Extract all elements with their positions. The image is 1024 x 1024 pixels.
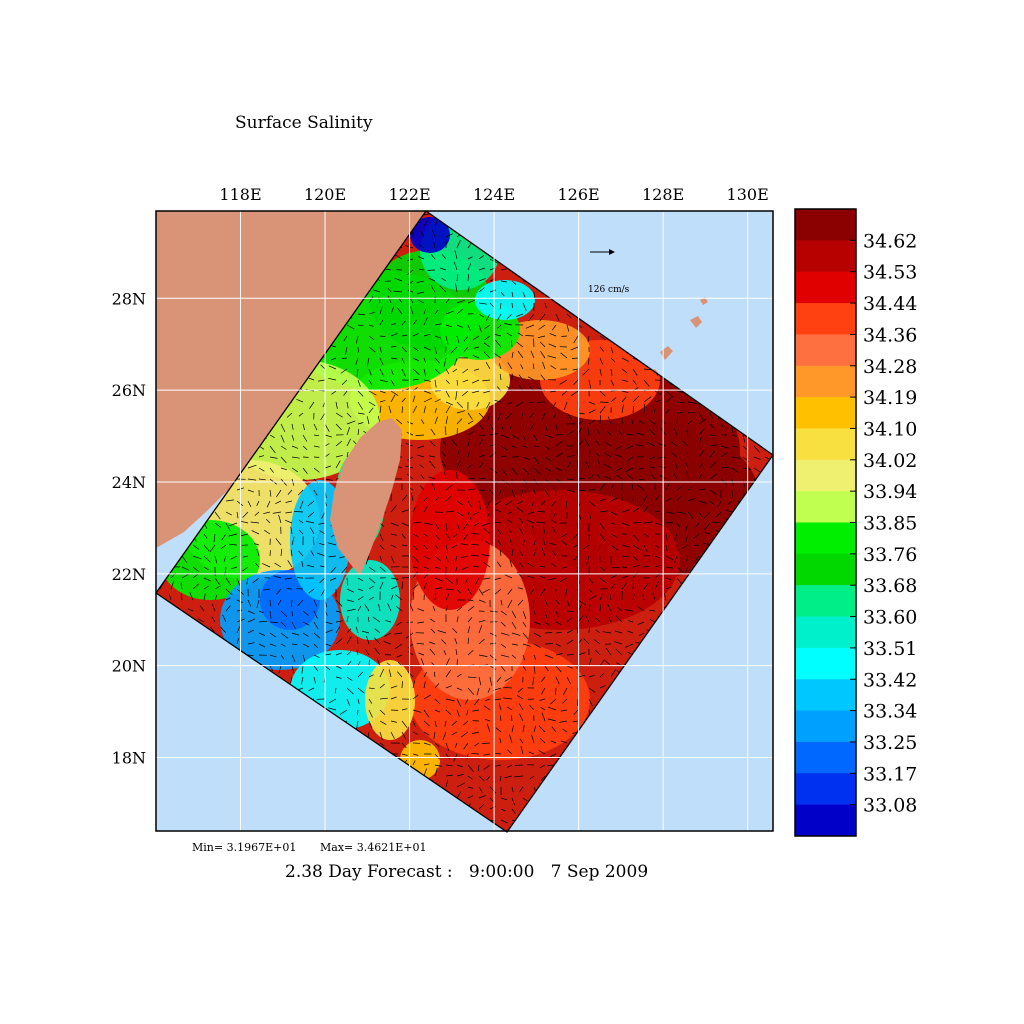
longitude-tick-label: 124E bbox=[473, 185, 515, 204]
taiwan-island bbox=[330, 418, 402, 576]
latitude-labels: 28N 26N 24N 22N 20N 18N bbox=[112, 289, 146, 767]
colorbar-swatch bbox=[795, 397, 856, 429]
latitude-tick-label: 22N bbox=[112, 565, 146, 584]
map-frame bbox=[155, 210, 774, 832]
colorbar-swatch bbox=[795, 428, 856, 461]
colorbar-label: 34.44 bbox=[863, 293, 917, 315]
forecast-date: 7 Sep 2009 bbox=[550, 862, 649, 882]
max-value: Max= 3.4621E+01 bbox=[320, 841, 427, 854]
colorbar-label: 33.17 bbox=[863, 763, 917, 785]
model-domain bbox=[156, 211, 773, 832]
colorbar-label: 34.62 bbox=[863, 230, 917, 252]
domain-boundary bbox=[155, 210, 774, 833]
colorbar: 34.62 34.53 34.44 34.36 34.28 34.19 34.10 34.02… bbox=[794, 208, 917, 837]
colorbar-label: 33.08 bbox=[863, 795, 917, 817]
colorbar-label: 33.60 bbox=[863, 607, 917, 629]
colorbar-swatch bbox=[795, 773, 856, 806]
latitude-tick-label: 24N bbox=[112, 473, 146, 492]
longitude-tick-label: 128E bbox=[642, 185, 684, 204]
map-title: Surface Salinity bbox=[235, 113, 373, 133]
longitude-tick-label: 118E bbox=[219, 185, 261, 204]
forecast-lead: 2.38 Day Forecast : bbox=[285, 862, 453, 882]
forecast-time: 9:00:00 bbox=[468, 862, 535, 882]
colorbar-swatch bbox=[795, 585, 856, 618]
reference-vector: 126 cm/s bbox=[588, 249, 630, 295]
latitude-tick-label: 18N bbox=[112, 749, 146, 768]
longitude-tick-label: 130E bbox=[727, 185, 769, 204]
colorbar-label: 33.34 bbox=[863, 701, 917, 723]
colorbar-label: 34.53 bbox=[863, 262, 917, 284]
colorbar-swatch bbox=[795, 616, 856, 649]
colorbar-swatch bbox=[795, 209, 856, 241]
colorbar-label: 34.10 bbox=[863, 418, 917, 440]
colorbar-label: 34.36 bbox=[863, 324, 917, 346]
colorbar-swatch bbox=[795, 522, 856, 555]
colorbar-swatch bbox=[795, 365, 856, 398]
grid-lines bbox=[156, 211, 773, 831]
latitude-tick-label: 20N bbox=[112, 657, 146, 676]
latitude-tick-label: 26N bbox=[112, 381, 146, 400]
colorbar-swatch bbox=[795, 679, 856, 712]
colorbar-swatch bbox=[795, 491, 856, 523]
colorbar-swatch bbox=[795, 647, 856, 680]
colorbar-label: 33.76 bbox=[863, 544, 917, 566]
longitude-tick-label: 120E bbox=[304, 185, 346, 204]
colorbar-swatch bbox=[795, 271, 856, 304]
colorbar-label: 33.42 bbox=[863, 669, 917, 691]
colorbar-swatch bbox=[795, 710, 856, 743]
colorbar-label: 33.51 bbox=[863, 638, 917, 660]
colorbar-swatch bbox=[795, 334, 856, 367]
colorbar-label: 33.68 bbox=[863, 575, 917, 597]
longitude-labels: 118E 120E 122E 124E 126E 128E 130E bbox=[219, 185, 768, 204]
colorbar-label: 34.28 bbox=[863, 356, 917, 378]
forecast-caption: 2.38 Day Forecast : 9:00:00 7 Sep 2009 bbox=[285, 862, 648, 882]
mainland-land bbox=[156, 211, 430, 548]
min-value: Min= 3.1967E+01 bbox=[192, 841, 297, 854]
colorbar-swatch bbox=[795, 459, 856, 492]
vector-scale-label: 126 cm/s bbox=[588, 285, 630, 295]
longitude-tick-label: 126E bbox=[557, 185, 599, 204]
colorbar-swatch bbox=[795, 240, 856, 273]
colorbar-label: 33.25 bbox=[863, 732, 917, 754]
colorbar-swatch bbox=[795, 804, 856, 837]
colorbar-label: 34.19 bbox=[863, 387, 917, 409]
latitude-tick-label: 28N bbox=[112, 289, 146, 308]
colorbar-label: 34.02 bbox=[863, 450, 917, 472]
longitude-tick-label: 122E bbox=[388, 185, 430, 204]
colorbar-label: 33.94 bbox=[863, 481, 917, 503]
colorbar-swatch bbox=[795, 741, 856, 774]
colorbar-swatch bbox=[795, 553, 856, 586]
colorbar-label: 33.85 bbox=[863, 513, 917, 535]
colorbar-swatch bbox=[795, 303, 856, 335]
